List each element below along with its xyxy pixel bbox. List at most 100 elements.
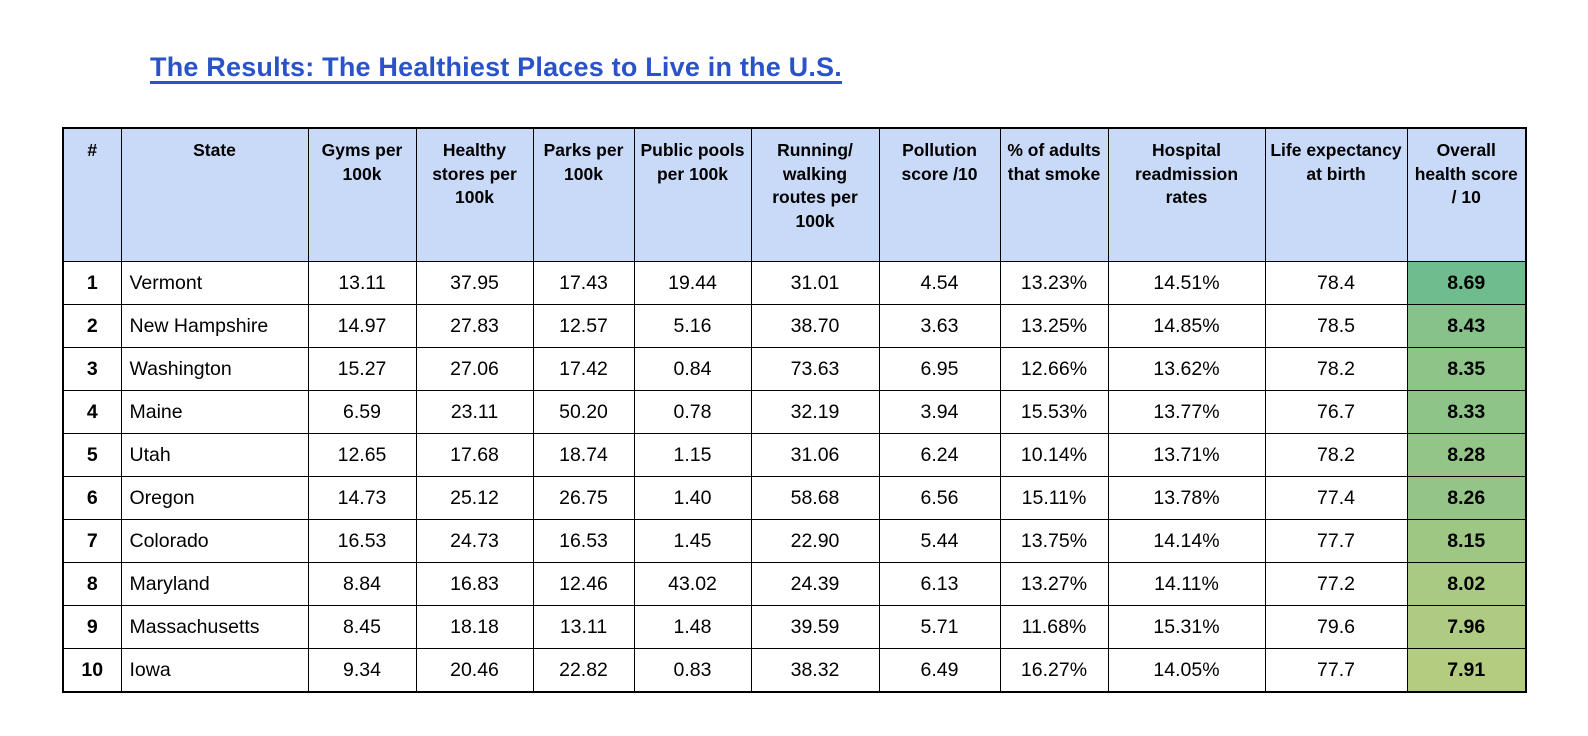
score-cell: 8.35: [1406, 347, 1527, 391]
value-cell: 73.63: [750, 347, 880, 391]
value-cell: 16.53: [532, 519, 635, 563]
column-header-readmission-rates: Hospital readmission rates: [1107, 127, 1266, 262]
value-cell: 6.13: [878, 562, 1001, 606]
page-title-link[interactable]: The Results: The Healthiest Places to Li…: [150, 52, 842, 82]
table-row: 6 Oregon 14.73 25.12 26.75 1.40 58.68 6.56 15.11…: [62, 476, 1527, 520]
state-cell: Massachusetts: [120, 605, 309, 649]
value-cell: 25.12: [415, 476, 534, 520]
column-header-rank: #: [62, 127, 122, 262]
rank-cell: 4: [62, 390, 122, 434]
score-cell: 8.15: [1406, 519, 1527, 563]
value-cell: 31.06: [750, 433, 880, 477]
value-cell: 15.27: [307, 347, 417, 391]
value-cell: 13.23%: [999, 261, 1109, 305]
value-cell: 27.06: [415, 347, 534, 391]
value-cell: 13.27%: [999, 562, 1109, 606]
value-cell: 32.19: [750, 390, 880, 434]
value-cell: 27.83: [415, 304, 534, 348]
value-cell: 0.83: [633, 648, 752, 693]
header-row: # State Gyms per 100k Healthy stores per…: [62, 127, 1527, 262]
value-cell: 13.62%: [1107, 347, 1266, 391]
value-cell: 31.01: [750, 261, 880, 305]
table-row: 2 New Hampshire 14.97 27.83 12.57 5.16 38.70 3.…: [62, 304, 1527, 348]
value-cell: 0.84: [633, 347, 752, 391]
value-cell: 5.44: [878, 519, 1001, 563]
rank-cell: 8: [62, 562, 122, 606]
state-cell: Maryland: [120, 562, 309, 606]
value-cell: 4.54: [878, 261, 1001, 305]
rank-cell: 2: [62, 304, 122, 348]
state-cell: Oregon: [120, 476, 309, 520]
value-cell: 10.14%: [999, 433, 1109, 477]
value-cell: 78.2: [1264, 347, 1408, 391]
value-cell: 13.71%: [1107, 433, 1266, 477]
value-cell: 19.44: [633, 261, 752, 305]
state-cell: Maine: [120, 390, 309, 434]
rank-cell: 10: [62, 648, 122, 693]
rank-cell: 5: [62, 433, 122, 477]
value-cell: 12.65: [307, 433, 417, 477]
column-header-adults-smoke: % of adults that smoke: [999, 127, 1109, 262]
score-cell: 8.69: [1406, 261, 1527, 305]
score-cell: 8.02: [1406, 562, 1527, 606]
state-cell: Vermont: [120, 261, 309, 305]
value-cell: 78.2: [1264, 433, 1408, 477]
value-cell: 12.66%: [999, 347, 1109, 391]
score-cell: 8.33: [1406, 390, 1527, 434]
value-cell: 24.39: [750, 562, 880, 606]
value-cell: 43.02: [633, 562, 752, 606]
value-cell: 17.68: [415, 433, 534, 477]
value-cell: 14.97: [307, 304, 417, 348]
column-header-public-pools: Public pools per 100k: [633, 127, 752, 262]
state-cell: Iowa: [120, 648, 309, 693]
table-row: 5 Utah 12.65 17.68 18.74 1.15 31.06 6.24 10.14% 1…: [62, 433, 1527, 477]
value-cell: 38.32: [750, 648, 880, 693]
score-cell: 7.91: [1406, 648, 1527, 693]
value-cell: 15.11%: [999, 476, 1109, 520]
table-row: 1 Vermont 13.11 37.95 17.43 19.44 31.01 4.54 13.…: [62, 261, 1527, 305]
value-cell: 16.83: [415, 562, 534, 606]
healthiest-places-table: # State Gyms per 100k Healthy stores per…: [62, 127, 1527, 693]
value-cell: 20.46: [415, 648, 534, 693]
value-cell: 22.82: [532, 648, 635, 693]
value-cell: 5.71: [878, 605, 1001, 649]
value-cell: 16.53: [307, 519, 417, 563]
value-cell: 3.63: [878, 304, 1001, 348]
value-cell: 14.73: [307, 476, 417, 520]
value-cell: 24.73: [415, 519, 534, 563]
value-cell: 76.7: [1264, 390, 1408, 434]
score-cell: 7.96: [1406, 605, 1527, 649]
value-cell: 23.11: [415, 390, 534, 434]
value-cell: 9.34: [307, 648, 417, 693]
value-cell: 14.11%: [1107, 562, 1266, 606]
value-cell: 22.90: [750, 519, 880, 563]
table-row: 8 Maryland 8.84 16.83 12.46 43.02 24.39 6.13 13.…: [62, 562, 1527, 606]
table-row: 7 Colorado 16.53 24.73 16.53 1.45 22.90 5.44 13.…: [62, 519, 1527, 563]
value-cell: 8.45: [307, 605, 417, 649]
value-cell: 13.78%: [1107, 476, 1266, 520]
value-cell: 0.78: [633, 390, 752, 434]
value-cell: 14.14%: [1107, 519, 1266, 563]
value-cell: 38.70: [750, 304, 880, 348]
value-cell: 8.84: [307, 562, 417, 606]
table-header: # State Gyms per 100k Healthy stores per…: [62, 127, 1527, 262]
value-cell: 13.11: [307, 261, 417, 305]
table-row: 3 Washington 15.27 27.06 17.42 0.84 73.63 6.95 1…: [62, 347, 1527, 391]
value-cell: 1.45: [633, 519, 752, 563]
value-cell: 50.20: [532, 390, 635, 434]
value-cell: 1.48: [633, 605, 752, 649]
rank-cell: 1: [62, 261, 122, 305]
table-body: 1 Vermont 13.11 37.95 17.43 19.44 31.01 4.54 13.…: [62, 261, 1527, 693]
value-cell: 26.75: [532, 476, 635, 520]
value-cell: 14.05%: [1107, 648, 1266, 693]
state-cell: New Hampshire: [120, 304, 309, 348]
column-header-healthy-stores: Healthy stores per 100k: [415, 127, 534, 262]
value-cell: 5.16: [633, 304, 752, 348]
value-cell: 3.94: [878, 390, 1001, 434]
value-cell: 77.7: [1264, 648, 1408, 693]
value-cell: 78.5: [1264, 304, 1408, 348]
column-header-parks: Parks per 100k: [532, 127, 635, 262]
rank-cell: 6: [62, 476, 122, 520]
value-cell: 1.15: [633, 433, 752, 477]
